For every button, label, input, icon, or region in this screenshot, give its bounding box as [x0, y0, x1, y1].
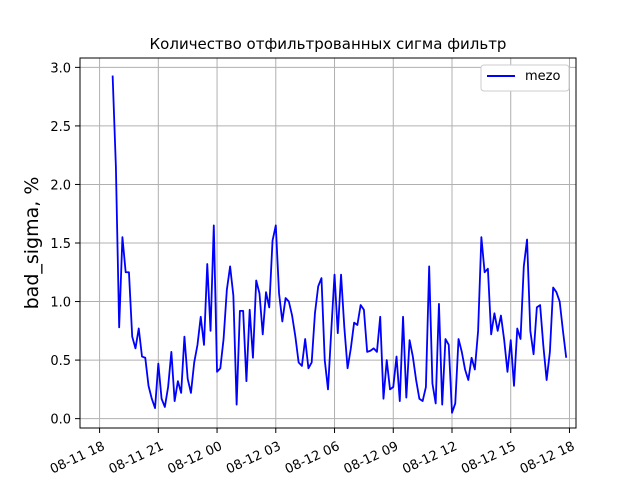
y-axis-label: bad_sigma, %: [21, 177, 43, 310]
y-tick-label: 0.5: [50, 354, 71, 369]
legend-box: [480, 64, 570, 92]
y-tick-label: 0.0: [50, 413, 71, 428]
grid: [80, 58, 576, 428]
y-tick-label: 2.0: [50, 178, 71, 193]
series-line-mezo: [111, 75, 568, 414]
y-tick-label: 3.0: [50, 61, 71, 76]
legend-label-mezo: mezo: [525, 69, 560, 84]
y-tick-label: 1.0: [50, 296, 71, 311]
y-tick-label: 2.5: [50, 120, 71, 135]
plot-frame: [79, 57, 577, 429]
y-axis-ticks: 0.0 0.5 1.0 1.5 2.0 2.5 3.0: [50, 61, 80, 428]
chart-title: Количество отфильтрованных сигма фильтр: [150, 35, 507, 53]
y-tick-label: 1.5: [50, 237, 71, 252]
series-group: [111, 75, 568, 414]
legend: mezo: [480, 64, 570, 92]
